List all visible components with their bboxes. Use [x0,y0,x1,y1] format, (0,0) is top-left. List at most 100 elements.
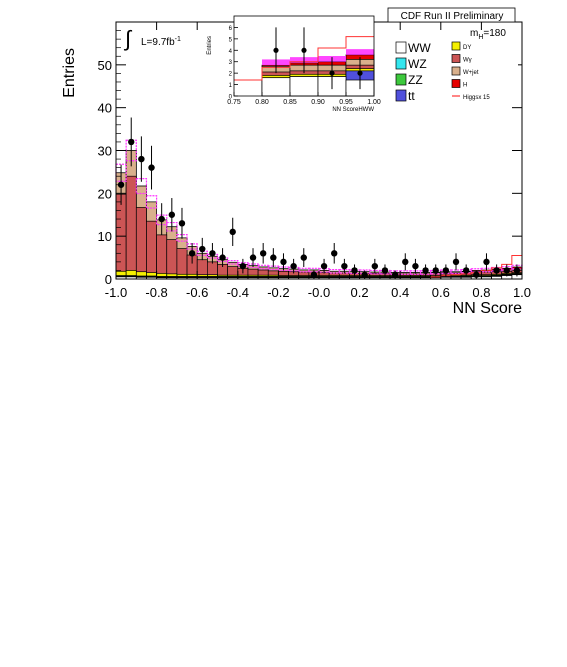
band-segment [186,243,198,250]
data-point [300,254,307,261]
data-point [341,262,348,270]
inset-y-axis: 0 1 2 3 4 5 6 Entries [207,26,238,101]
data-point [452,258,460,266]
data-point [402,258,409,266]
inset-y-axis-label: Entries [207,36,213,55]
data-point [503,267,510,274]
data-point [128,138,135,146]
x-tick-label: -0.4 [227,285,249,300]
data-point [117,181,125,188]
y-tick-label: 20 [98,186,112,201]
data-point [422,267,429,274]
data-point [310,271,318,278]
data-point [412,262,419,270]
band-segment [409,270,422,275]
legend-label-ww: WW [408,41,431,55]
x-axis-label: NN Score [453,300,522,317]
data-point [158,215,165,223]
data-point [331,250,338,257]
inset-data-point [357,70,363,76]
data-point [351,267,358,274]
data-point [432,267,439,274]
data-points [117,117,521,279]
data-point [442,267,450,274]
bar-w [135,207,147,280]
inset-y-tick-label: 6 [229,26,233,32]
y-tick-label: 30 [98,144,112,159]
data-point [270,254,277,261]
y-tick-label: 40 [98,101,112,116]
y-axis-label: Entries [61,48,78,98]
inset-x-tick-label: 0.80 [255,99,269,106]
data-point [361,271,368,278]
inset-y-tick-label: 3 [229,60,233,66]
bar-w [125,175,137,280]
inset-y-tick-label: 2 [229,72,233,78]
data-point [280,258,287,266]
inset-y-tick-label: 1 [229,83,233,89]
inset-x-tick-label: 0.75 [227,99,241,106]
inset-y-tick-label: 5 [229,37,233,43]
inset-x-tick-label: 0.85 [283,99,297,106]
x-tick-label: -0.6 [186,285,208,300]
x-tick-label: 0.2 [351,285,369,300]
inset-y-tick-label: 4 [229,49,233,55]
data-point [199,245,206,253]
legend-label-w: Wγ [463,58,472,64]
data-point [493,267,500,274]
data-point [391,271,399,278]
bar-w [166,239,178,280]
legend: WW WZ ZZ tt DY Wγ W+jet H Higgsx 15 [393,40,518,104]
data-point [168,211,176,218]
legend-label-wz: WZ [408,57,427,71]
inset-x-tick-label: 0.90 [311,99,325,106]
inset-x-tick-label: 1.00 [367,99,381,106]
x-axis: -1.0 -0.8 -0.6 -0.4 -0.2 -0.0 0.2 0.4 0.6 0.8 1.0N… [105,22,531,317]
legend-swatch-tt [395,89,407,102]
x-tick-label: 0.6 [432,285,450,300]
data-point [473,271,480,278]
band-segment [267,265,279,271]
data-point [290,262,297,270]
band-segment [135,178,148,195]
band-segment [227,259,239,265]
data-point [209,250,216,257]
band-segment [369,269,381,275]
inset-frame [233,15,375,97]
x-tick-label: 1.0 [513,285,531,300]
legend-label-dy: DY [463,45,471,51]
band-segment [328,268,340,274]
data-point [381,267,389,274]
legend-label-h: H [463,83,467,89]
data-point [249,254,257,261]
band-segment [247,263,259,269]
inset-data-point [329,70,335,76]
x-tick-label: -1.0 [105,285,127,300]
y-tick-label: 10 [98,229,112,244]
legend-swatch-w-jet [451,66,461,76]
legend-label-w-jet: W+jet [463,70,479,76]
band-segment [450,269,462,275]
band-segment [298,267,310,273]
band-segment [145,195,158,209]
x-tick-label: -0.8 [145,285,167,300]
header: CDF Run II Preliminary mH=180 ∫ L=9.7fb-… [123,7,516,51]
y-tick-label: 0 [105,272,112,287]
legend-swatch-h [451,79,461,88]
inset-x-tick-label: 0.95 [339,99,353,106]
data-point [239,262,247,270]
data-point [320,262,328,270]
data-point [259,250,267,257]
legend-label-tt: tt [408,89,415,103]
data-point [178,220,186,227]
inset-y-tick-label: 0 [229,95,233,101]
inset-band-segment [346,49,374,55]
data-point [219,254,226,261]
x-tick-label: -0.0 [308,285,330,300]
legend-swatch-w [451,54,461,63]
legend-label-higgsx-15: Higgsx 15 [463,95,490,101]
x-tick-label: -0.2 [267,285,289,300]
